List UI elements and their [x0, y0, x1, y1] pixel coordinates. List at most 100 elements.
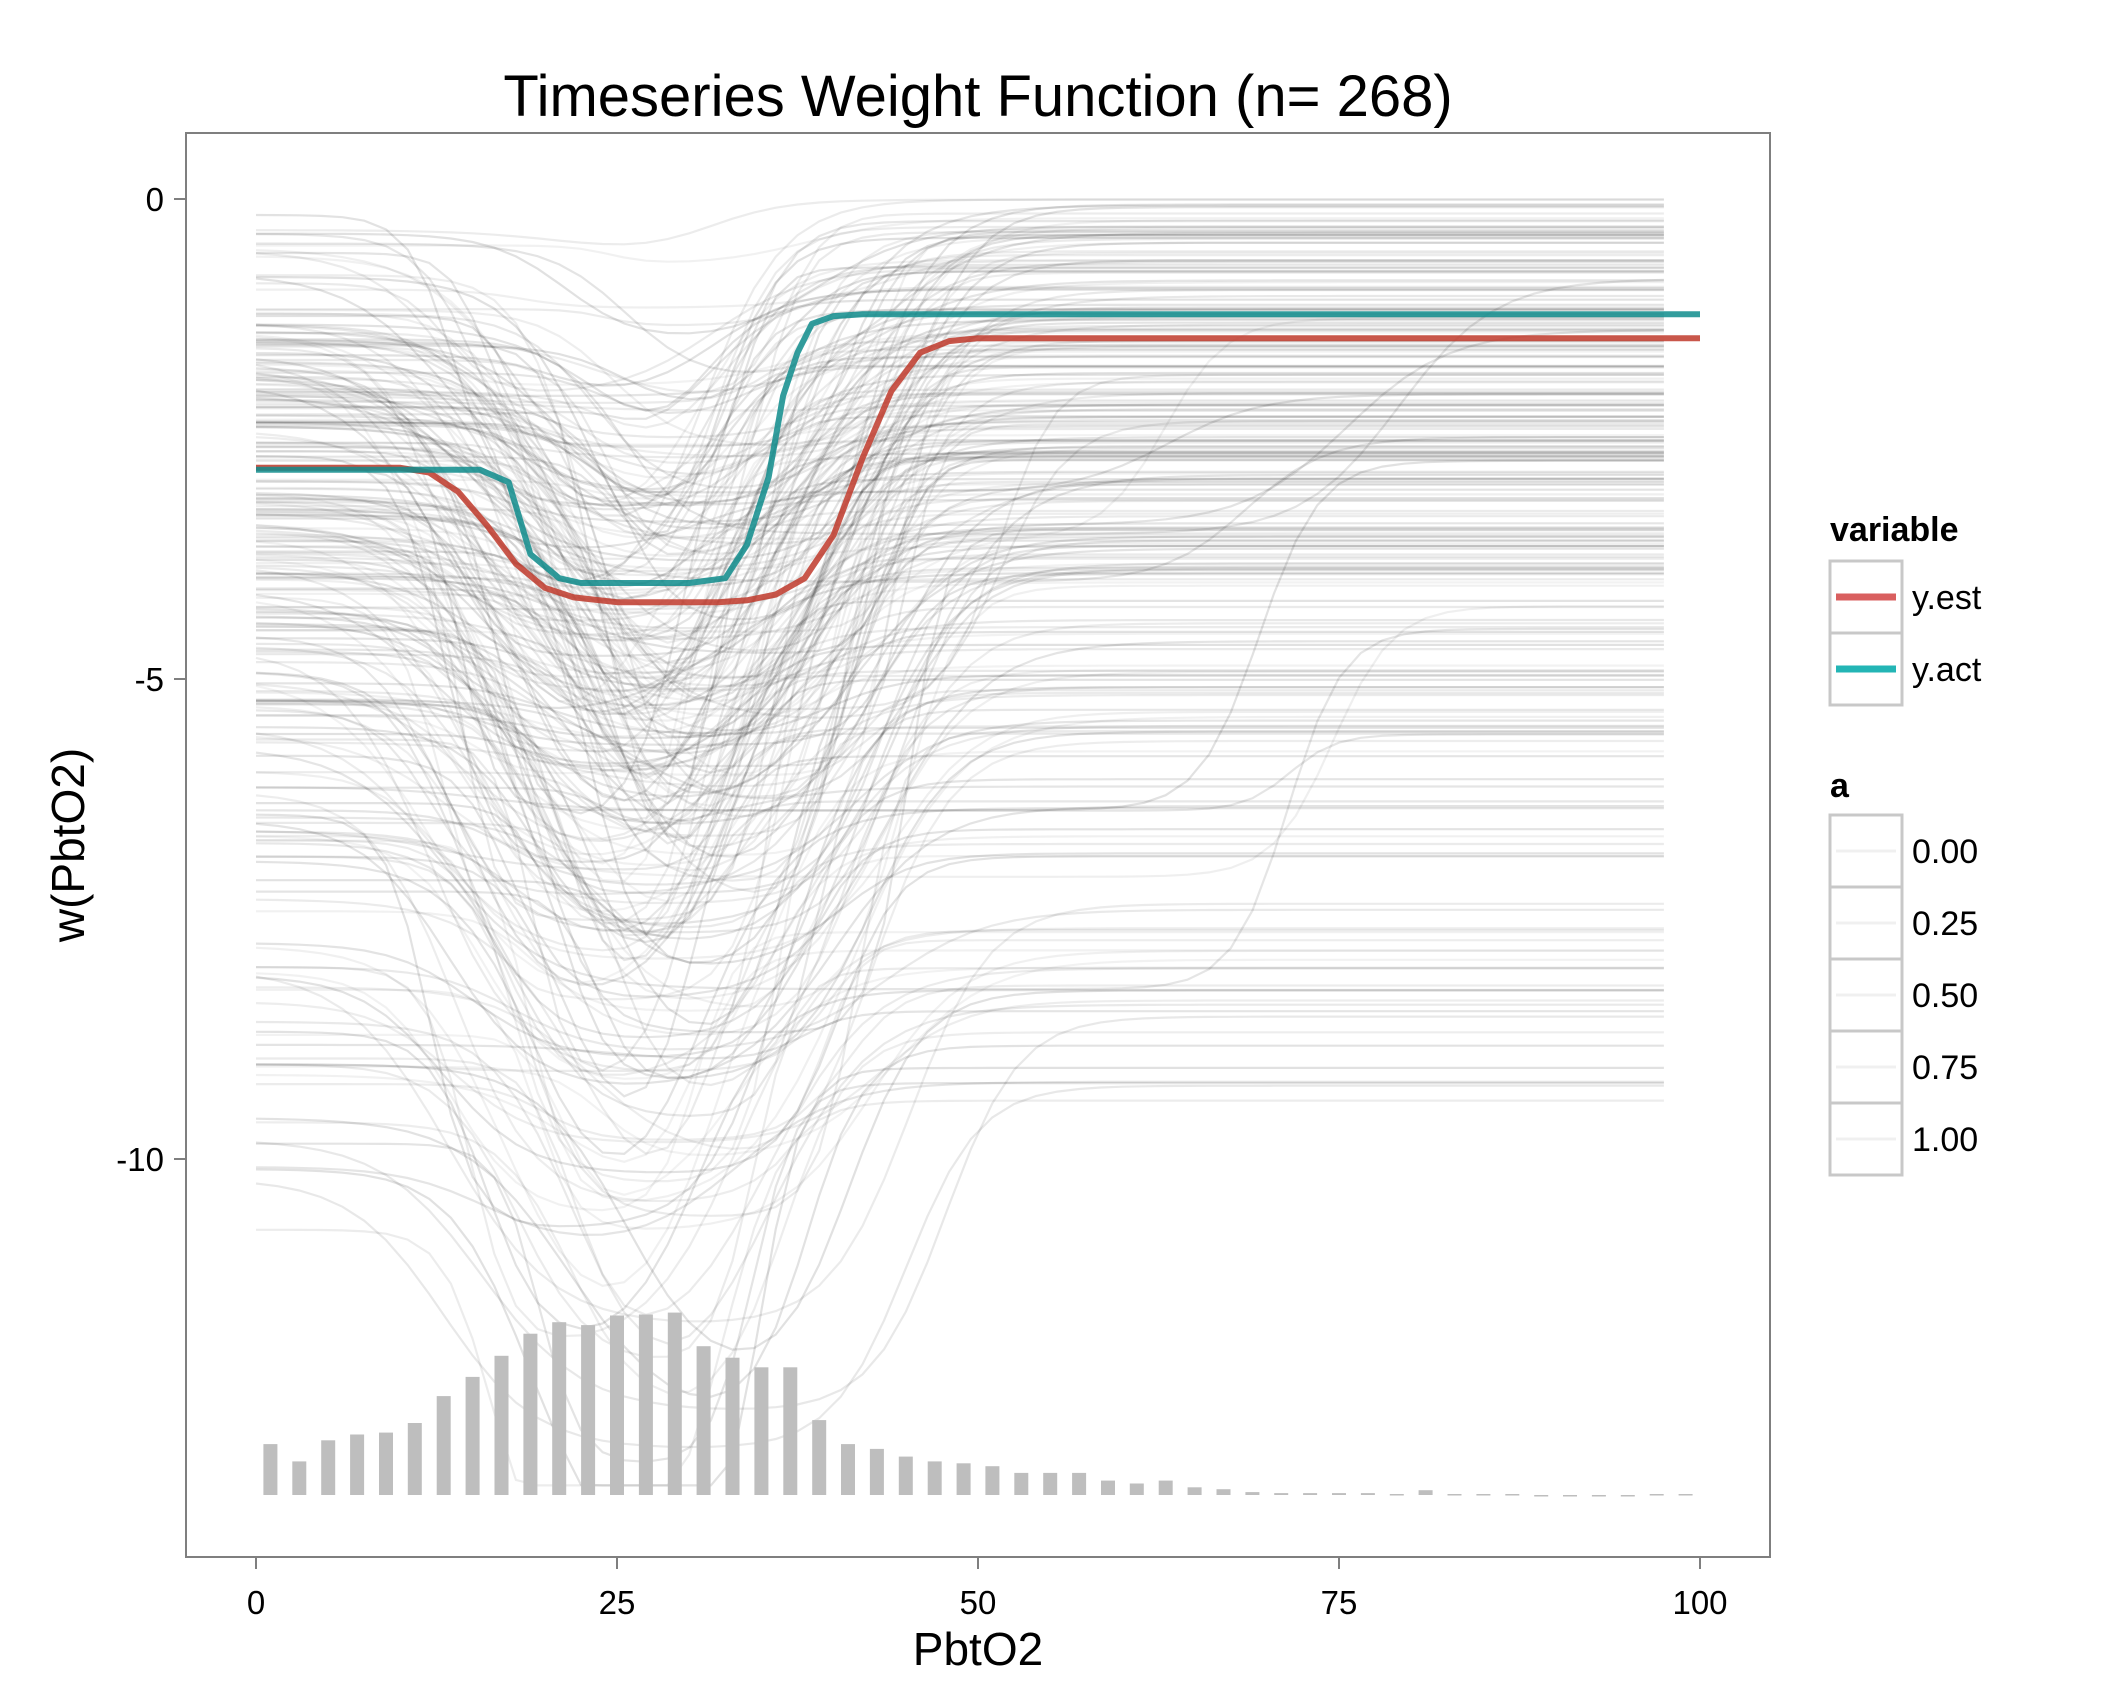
- sample-curve: [255, 674, 1664, 952]
- histogram-bar: [350, 1434, 365, 1495]
- sample-curve: [256, 331, 1664, 386]
- sample-curve: [256, 393, 1664, 494]
- sample-curve: [256, 409, 1664, 766]
- sample-curve: [255, 557, 1664, 1072]
- sample-curve: [255, 441, 1664, 777]
- legend-label-alpha: 1.00: [1912, 1121, 1978, 1159]
- sample-curve: [255, 726, 1664, 932]
- sample-curve: [256, 345, 1664, 872]
- sample-curve: [256, 230, 1664, 448]
- x-tick-label: 0: [247, 1584, 265, 1621]
- sample-curve: [256, 958, 1664, 1157]
- sample-curve: [255, 571, 1664, 710]
- histogram-bar: [1620, 1495, 1635, 1497]
- sample-curve: [255, 419, 1664, 719]
- sample-curve: [255, 732, 1664, 871]
- sample-curve: [255, 750, 1664, 1080]
- sample-curve: [255, 477, 1664, 641]
- sample-curve: [255, 344, 1664, 458]
- sample-curve: [255, 515, 1664, 674]
- sample-curve: [256, 626, 1664, 822]
- sample-curve: [256, 578, 1664, 937]
- legend-key-box: [1828, 1101, 1904, 1177]
- sample-curve: [256, 366, 1664, 798]
- sample-curve: [255, 1003, 1664, 1345]
- histogram-bar: [898, 1456, 913, 1495]
- sample-curve: [256, 254, 1664, 465]
- sample-curve: [256, 377, 1664, 615]
- sample-curve: [256, 287, 1664, 420]
- sample-curve: [255, 251, 1664, 571]
- sample-curve: [255, 415, 1664, 856]
- sample-curve: [256, 392, 1664, 637]
- sample-curve: [256, 539, 1664, 735]
- sample-curve: [255, 565, 1664, 895]
- sample-curve: [256, 365, 1664, 412]
- sample-curve: [256, 403, 1664, 530]
- sample-curve: [255, 409, 1664, 831]
- sample-curve: [255, 373, 1664, 511]
- sample-curve: [255, 266, 1664, 491]
- sample-curve: [255, 678, 1664, 944]
- sample-curve: [255, 627, 1664, 991]
- sample-curve: [255, 327, 1664, 505]
- sample-curve: [256, 419, 1664, 556]
- sample-curve: [256, 451, 1664, 691]
- sample-curve: [255, 348, 1664, 616]
- histogram-bar: [783, 1367, 798, 1495]
- sample-curve: [256, 686, 1664, 1087]
- sample-curve: [256, 967, 1664, 1316]
- histogram-bar: [638, 1314, 653, 1495]
- legend-label-alpha: 0.25: [1912, 905, 1978, 943]
- sample-curve: [255, 902, 1664, 1323]
- sample-curve: [255, 436, 1664, 702]
- histogram-bar: [754, 1367, 769, 1495]
- sample-curve: [255, 455, 1664, 692]
- x-tick-label: 75: [1321, 1584, 1358, 1621]
- histogram-bar: [1649, 1494, 1664, 1496]
- sample-curve: [256, 536, 1664, 611]
- sample-curve: [256, 715, 1664, 1203]
- histogram-bar: [494, 1355, 509, 1495]
- histogram-bar: [1389, 1494, 1404, 1496]
- plot-panel: [185, 132, 1771, 1558]
- sample-curve: [256, 233, 1664, 447]
- x-tick-label: 100: [1672, 1584, 1727, 1621]
- sample-curve: [256, 581, 1664, 766]
- sample-curve: [256, 439, 1664, 500]
- sample-curve: [256, 535, 1664, 858]
- sample-curve: [256, 329, 1664, 526]
- histogram-bars: [263, 1312, 1693, 1497]
- sample-curve: [255, 1080, 1664, 1237]
- sample-curve: [255, 733, 1664, 812]
- y-tick-label: -10: [116, 1141, 164, 1178]
- x-tick-label: 25: [599, 1584, 636, 1621]
- sample-curve: [255, 206, 1664, 507]
- histogram-bar: [379, 1432, 393, 1495]
- sample-curve: [256, 573, 1664, 746]
- sample-curve: [255, 241, 1664, 562]
- sample-curve: [255, 555, 1664, 840]
- sample-curve: [255, 526, 1664, 755]
- sample-curve: [256, 451, 1664, 732]
- sample-curve: [256, 373, 1664, 711]
- sample-curve: [256, 408, 1664, 608]
- sample-curve: [256, 800, 1664, 938]
- histogram-bar: [696, 1346, 711, 1495]
- histogram-bar: [927, 1461, 942, 1495]
- histogram-bar: [1332, 1493, 1346, 1495]
- sample-curve: [256, 640, 1664, 998]
- sample-curve: [255, 455, 1664, 693]
- sample-curve: [256, 269, 1664, 401]
- histogram-bar: [436, 1396, 451, 1495]
- sample-curve: [255, 303, 1664, 713]
- sample-curve: [255, 298, 1664, 412]
- sample-curve: [256, 288, 1664, 387]
- sample-curve: [256, 198, 1664, 246]
- sample-curve: [255, 233, 1664, 587]
- sample-curve: [256, 1099, 1664, 1487]
- sample-curve: [255, 562, 1664, 913]
- sample-curve: [256, 643, 1664, 765]
- sample-curve: [255, 231, 1664, 636]
- sample-curve: [256, 984, 1664, 1141]
